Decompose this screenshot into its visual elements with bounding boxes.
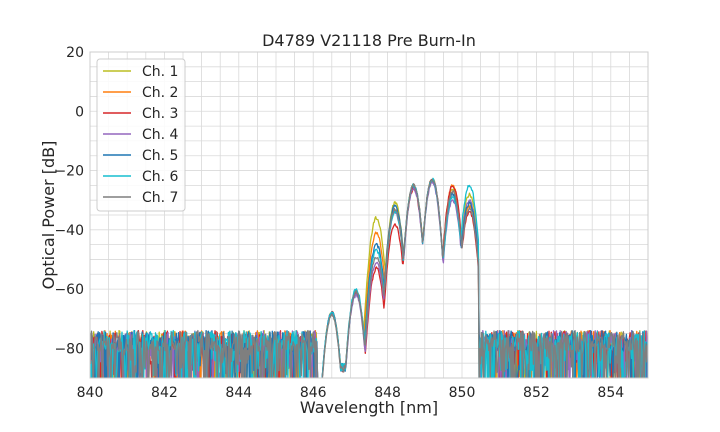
y-axis-label: Optical Power [dB] xyxy=(39,141,58,290)
legend-entry: Ch. 7 xyxy=(142,190,178,206)
x-tick-label: 840 xyxy=(77,385,104,401)
chart-title: D4789 V21118 Pre Burn-In xyxy=(262,31,476,50)
y-tick-label: −40 xyxy=(54,223,84,239)
y-tick-label: −60 xyxy=(54,282,84,298)
x-tick-label: 854 xyxy=(597,385,624,401)
y-tick-label: 20 xyxy=(66,45,84,61)
y-tick-label: −20 xyxy=(54,164,84,180)
x-axis-label: Wavelength [nm] xyxy=(300,398,438,417)
series-layer xyxy=(90,177,648,378)
x-tick-label: 842 xyxy=(151,385,178,401)
legend-entry: Ch. 5 xyxy=(142,148,178,164)
x-tick-label: 852 xyxy=(523,385,550,401)
y-tick-labels: 20 0 −20 −40 −60 −80 xyxy=(54,45,84,357)
legend-box xyxy=(96,58,186,212)
plot-frame xyxy=(89,51,649,379)
x-tick-label: 844 xyxy=(225,385,252,401)
legend-entry: Ch. 1 xyxy=(142,64,178,80)
x-tick-label: 850 xyxy=(449,385,476,401)
legend-entry: Ch. 4 xyxy=(142,127,179,143)
x-tick-labels: 840 842 844 846 848 850 852 854 xyxy=(77,385,625,401)
legend: Ch. 1 Ch. 2 Ch. 3 Ch. 4 Ch. 5 Ch. 6 Ch. 7 xyxy=(96,58,186,212)
y-tick-label: 0 xyxy=(75,104,84,120)
series-line-ch7 xyxy=(90,178,648,378)
legend-entry: Ch. 2 xyxy=(142,85,178,101)
x-tick-label: 846 xyxy=(300,385,327,401)
legend-entry: Ch. 6 xyxy=(142,169,179,185)
legend-entry: Ch. 3 xyxy=(142,106,178,122)
y-tick-label: −80 xyxy=(54,341,84,357)
x-tick-label: 848 xyxy=(374,385,401,401)
